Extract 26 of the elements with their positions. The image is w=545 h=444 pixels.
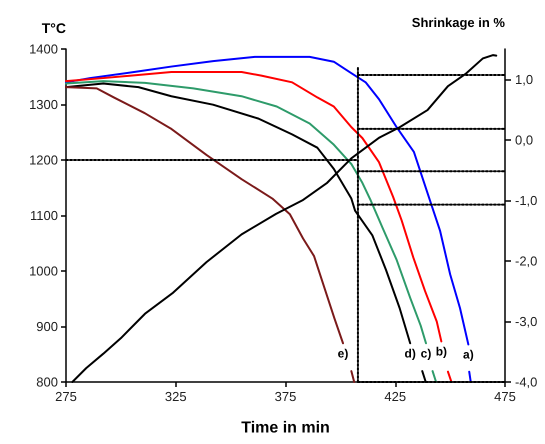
y-tick-label: 1200	[29, 152, 58, 168]
x-tick-label: 375	[274, 389, 296, 404]
y-tick-label: 1000	[29, 264, 58, 278]
series-label: a)	[463, 347, 474, 362]
series-label: d)	[404, 346, 416, 360]
y2-tick-label: 1,0	[515, 72, 534, 87]
y2-tick-label: -2,0	[515, 253, 538, 268]
x-tick-label: 275	[55, 389, 77, 404]
series-label: b)	[436, 344, 448, 358]
x-tick-label: 325	[164, 389, 187, 404]
x-axis-title: Time in min	[241, 420, 330, 436]
x-tick-label: 425	[384, 389, 406, 404]
y-tick-label: 900	[36, 319, 58, 334]
y-tick-label: 800	[36, 374, 58, 390]
y-tick-label: 1400	[29, 42, 58, 56]
y2-tick-label: 0,0	[515, 132, 534, 148]
y2-tick-label: -4,0	[515, 374, 538, 390]
series-label: c)	[420, 346, 432, 360]
x-tick-label: 475	[494, 389, 516, 404]
y-axis-title: T°C	[42, 20, 66, 36]
y-tick-label: 1300	[29, 97, 58, 112]
y2-axis-title: Shrinkage in %	[412, 15, 506, 30]
y-tick-label: 1100	[30, 208, 58, 223]
y2-tick-label: -1,0	[515, 192, 538, 208]
y2-tick-label: -3,0	[515, 314, 538, 329]
series-label: e)	[338, 346, 348, 360]
